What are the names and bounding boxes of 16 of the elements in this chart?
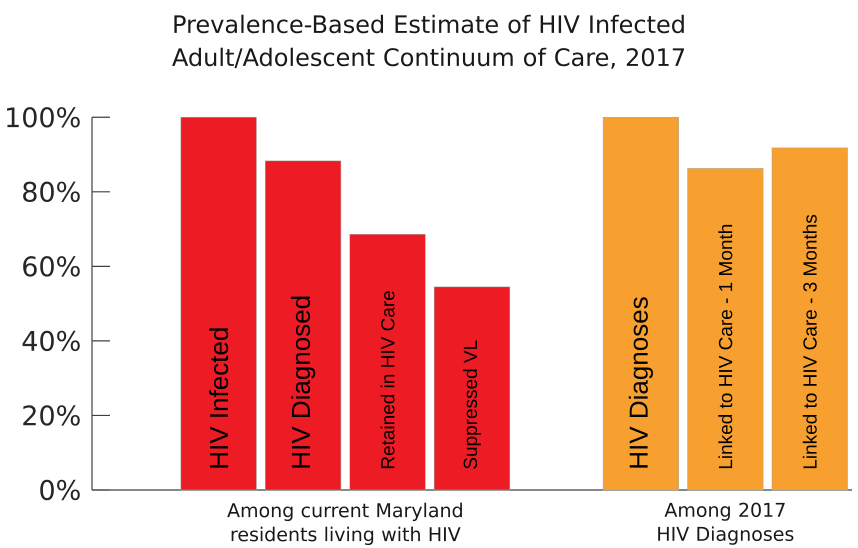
x-tick-label: Retained in HIV Care [380,291,395,468]
y-tick-label: 60% [23,256,80,277]
y-tick-label: 0% [40,480,80,500]
x-tick-label: HIV Diagnosed [290,296,316,468]
x-tick-label: Linked to HIV Care - 3 Months [802,214,817,468]
y-tick-label: 100% [7,107,80,128]
x-tick-label: HIV Diagnoses [628,297,654,468]
y-tick-label: 80% [23,182,80,202]
y-tick-label: 40% [22,330,80,352]
y-tick-label: 20% [23,405,80,426]
chart-title: Prevalence-Based Estimate of HIV Infected Adult/Adolescent Continuum of Care, 2017 [172,14,684,69]
x-tick-label: Linked to HIV Care - 1 Month [718,224,732,468]
x-tick-label: Suppressed VL [463,340,481,469]
text: Among current Maryland residents living with HIV [227,502,462,546]
x-tick-label: HIV Infected [209,328,228,468]
text: Among 2017 HIV Diagnoses [658,502,794,545]
